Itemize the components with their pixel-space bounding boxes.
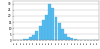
Bar <box>39 26 42 40</box>
Bar <box>70 38 73 40</box>
Bar <box>29 37 32 40</box>
Bar <box>26 39 29 40</box>
Bar <box>64 34 67 40</box>
Bar <box>58 23 61 40</box>
Bar <box>23 39 26 40</box>
Bar <box>55 17 57 40</box>
Bar <box>74 39 76 40</box>
Bar <box>36 30 38 40</box>
Bar <box>48 4 51 40</box>
Bar <box>45 15 48 40</box>
Bar <box>42 20 45 40</box>
Bar <box>67 37 70 40</box>
Bar <box>32 35 35 40</box>
Bar <box>61 29 64 40</box>
Bar <box>51 7 54 40</box>
